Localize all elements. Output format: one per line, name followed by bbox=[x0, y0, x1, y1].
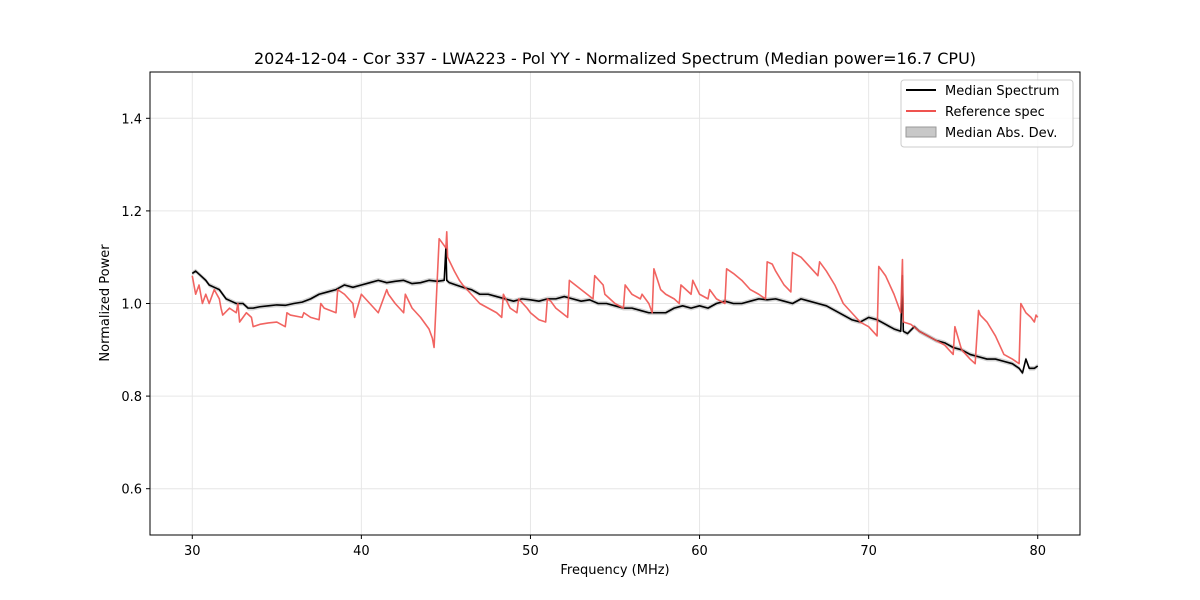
x-tick-label: 50 bbox=[522, 544, 539, 559]
y-tick-label: 1.4 bbox=[121, 112, 142, 127]
legend-label-median-spectrum: Median Spectrum bbox=[945, 84, 1059, 99]
x-axis: 30 40 50 60 70 80 bbox=[184, 535, 1046, 559]
x-tick-label: 60 bbox=[691, 544, 708, 559]
y-tick-label: 1.0 bbox=[121, 298, 142, 313]
y-tick-label: 1.2 bbox=[121, 205, 142, 220]
series-median-spectrum-line bbox=[191, 247, 1039, 374]
legend: Median Spectrum Reference spec Median Ab… bbox=[900, 79, 1074, 148]
y-axis-label: Normalized Power bbox=[98, 244, 113, 362]
legend-label-median-abs-dev: Median Abs. Dev. bbox=[945, 126, 1057, 141]
legend-box bbox=[900, 79, 1074, 148]
y-tick-label: 0.6 bbox=[121, 483, 142, 498]
x-tick-label: 80 bbox=[1029, 544, 1046, 559]
y-axis: 0.6 0.8 1.0 1.2 1.4 bbox=[121, 112, 150, 498]
chart-title: 2024-12-04 - Cor 337 - LWA223 - Pol YY -… bbox=[254, 49, 976, 68]
x-tick-label: 70 bbox=[860, 544, 877, 559]
x-axis-label: Frequency (MHz) bbox=[560, 563, 669, 578]
series-reference-spec-line bbox=[191, 230, 1039, 365]
x-tick-label: 40 bbox=[353, 544, 370, 559]
plot-area bbox=[191, 230, 1039, 376]
legend-label-reference-spec: Reference spec bbox=[945, 105, 1045, 120]
legend-swatch-median-abs-dev bbox=[905, 126, 937, 138]
x-tick-label: 30 bbox=[184, 544, 201, 559]
y-tick-label: 0.8 bbox=[121, 390, 142, 405]
